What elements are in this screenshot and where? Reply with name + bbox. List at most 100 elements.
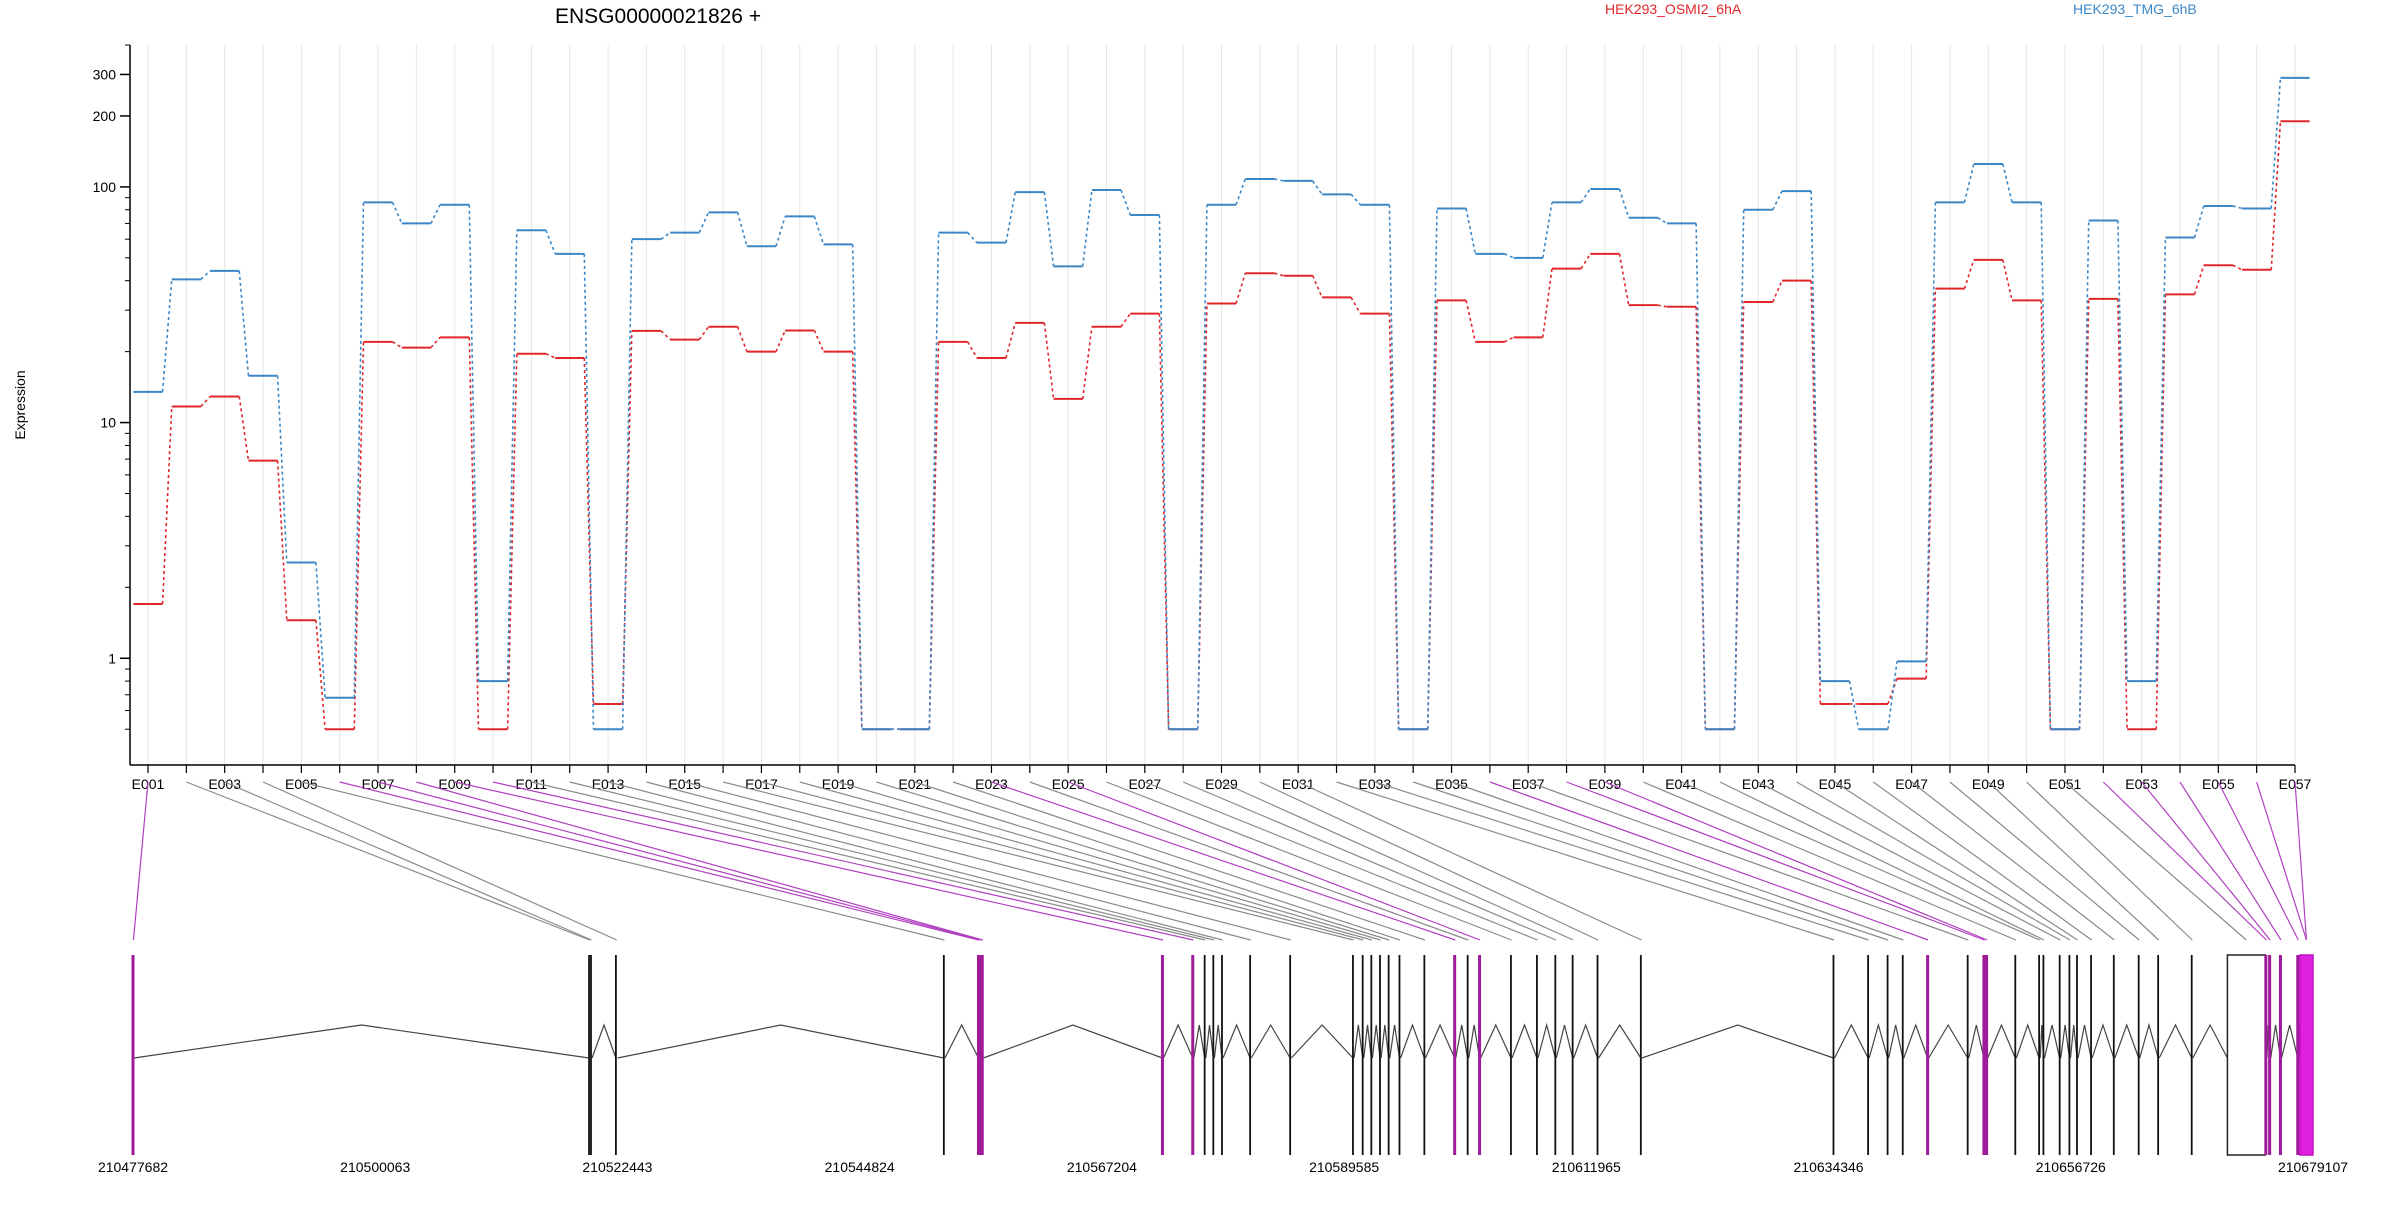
series-connector [1196, 303, 1208, 730]
connector-E054 [2179, 781, 2282, 941]
series-connector [1043, 322, 1055, 400]
series-connector [1274, 178, 1284, 182]
x-tick-label-E043: E043 [1742, 776, 1775, 792]
series-connector [506, 230, 518, 682]
series-connector [1887, 661, 1898, 730]
series-connector [2117, 220, 2128, 682]
series-connector [276, 375, 288, 563]
connector-E045 [1834, 781, 2078, 941]
intron-chevron [1389, 1024, 1401, 1059]
intron-chevron [1928, 1023, 1969, 1059]
intron-chevron [2015, 1023, 2040, 1059]
y-tick-label-10: 10 [100, 415, 116, 431]
x-tick-label-E035: E035 [1435, 776, 1468, 792]
connector-E034 [1413, 781, 1889, 941]
connector-E053 [2141, 781, 2271, 941]
connector-E035 [1451, 781, 1904, 941]
series-connector [1772, 280, 1783, 303]
series-connector [161, 406, 173, 604]
series-connector [200, 395, 211, 408]
intron-chevron [1222, 1023, 1251, 1059]
series-connector [698, 211, 710, 233]
series-connector [1465, 208, 1477, 254]
connector-E036 [1489, 781, 1929, 941]
legend-label-series-a: HEK293_OSMI2_6hA [1605, 1, 1742, 17]
x-tick-label-E033: E033 [1359, 776, 1392, 792]
series-connector [1504, 253, 1514, 259]
coordinate-label-210544824: 210544824 [825, 1159, 895, 1175]
coordinate-label-210634346: 210634346 [1794, 1159, 1864, 1175]
connector-E055 [2217, 781, 2299, 941]
x-tick-label-E055: E055 [2202, 776, 2235, 792]
x-tick-label-E011: E011 [516, 776, 548, 792]
series-connector [238, 396, 250, 461]
series-connector [2232, 205, 2243, 210]
series-connector [660, 330, 671, 341]
connector-E021 [914, 781, 1401, 941]
series-connector [391, 202, 403, 224]
connector-E031 [1297, 781, 1642, 941]
series-connector [1618, 253, 1630, 306]
gene-model: 210477682 210500063 210522443 210544824 2105… [98, 954, 2348, 1175]
series-connector [1465, 300, 1477, 343]
intron-chevron [1399, 1023, 1425, 1059]
connector-E005 [301, 781, 945, 941]
coordinate-label-210477682: 210477682 [98, 1159, 168, 1175]
series-connector [2155, 237, 2167, 682]
series-connector [1274, 272, 1284, 277]
connector-E006 [339, 781, 979, 941]
series-connector [545, 352, 556, 359]
connector-E028 [1182, 781, 1557, 941]
intron-chevron [1213, 1024, 1223, 1059]
intron-chevron [1424, 1023, 1456, 1059]
intron-chevron [1205, 1024, 1214, 1059]
intron-chevron [1468, 1024, 1481, 1059]
connector-E048 [1949, 781, 2140, 941]
coordinate-label-210679107: 210679107 [2278, 1159, 2348, 1175]
series-connector [1081, 326, 1093, 400]
connector-E042 [1719, 781, 2045, 941]
y-tick-label-300: 300 [93, 66, 117, 82]
connector-E022 [952, 781, 1426, 941]
connector-E030 [1259, 781, 1599, 941]
series-connector [736, 326, 748, 352]
series-lines [133, 76, 2310, 731]
series-connector [2270, 121, 2282, 270]
coordinate-label-210522443: 210522443 [582, 1159, 652, 1175]
series-connector [2193, 205, 2205, 238]
connector-E016 [722, 781, 1354, 941]
gridlines [147, 45, 2296, 765]
series-connector [1733, 209, 1745, 730]
series-connector [1733, 301, 1745, 730]
coordinate-label-210656726: 210656726 [2036, 1159, 2106, 1175]
x-tick-label-E009: E009 [438, 776, 471, 792]
intron-chevron [1537, 1022, 1556, 1059]
series-connector [353, 202, 365, 698]
series-connector [430, 336, 441, 349]
series-connector [238, 270, 250, 376]
series-connector [1426, 208, 1438, 730]
series-connector [1963, 259, 1975, 289]
x-tick-label-E027: E027 [1128, 776, 1161, 792]
series-connector [967, 232, 978, 244]
exon-box-56 [2299, 954, 2314, 1156]
series-connector [468, 204, 480, 682]
series-connector [2002, 259, 2013, 301]
connector-E046 [1872, 781, 2092, 941]
x-tick-label-E031: E031 [1282, 776, 1315, 792]
series-connector [583, 253, 595, 730]
intron-chevron [2280, 1024, 2299, 1059]
intron-chevron [2270, 1024, 2282, 1059]
series-connector [775, 216, 786, 247]
connector-E037 [1528, 781, 1969, 941]
series-connector [200, 270, 211, 281]
connector-E008 [416, 781, 983, 941]
series-connector [1810, 280, 1822, 704]
series-connector [430, 204, 441, 224]
series-connector [1312, 180, 1323, 195]
series-connector [2193, 265, 2205, 295]
x-tick-label-E005: E005 [285, 776, 318, 792]
intron-chevron [1162, 1023, 1194, 1059]
series-connector [2040, 202, 2052, 730]
